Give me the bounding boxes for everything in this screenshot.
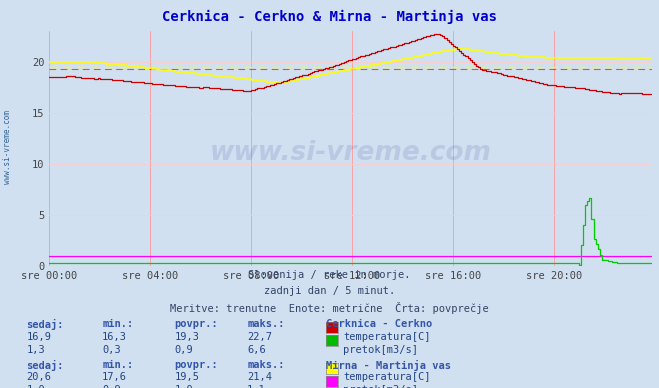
Text: min.:: min.:	[102, 319, 133, 329]
Text: 16,9: 16,9	[26, 332, 51, 342]
Text: 0,3: 0,3	[102, 345, 121, 355]
Text: Cerknica - Cerkno & Mirna - Martinja vas: Cerknica - Cerkno & Mirna - Martinja vas	[162, 10, 497, 24]
Text: pretok[m3/s]: pretok[m3/s]	[343, 385, 418, 388]
Text: maks.:: maks.:	[247, 319, 285, 329]
Text: zadnji dan / 5 minut.: zadnji dan / 5 minut.	[264, 286, 395, 296]
Text: 22,7: 22,7	[247, 332, 272, 342]
Text: maks.:: maks.:	[247, 360, 285, 370]
Text: 1,0: 1,0	[26, 385, 45, 388]
Text: 0,9: 0,9	[175, 345, 193, 355]
Text: 6,6: 6,6	[247, 345, 266, 355]
Text: pretok[m3/s]: pretok[m3/s]	[343, 345, 418, 355]
Text: 1,3: 1,3	[26, 345, 45, 355]
Text: 16,3: 16,3	[102, 332, 127, 342]
Text: min.:: min.:	[102, 360, 133, 370]
Text: sedaj:: sedaj:	[26, 360, 64, 371]
Text: Cerknica - Cerkno: Cerknica - Cerkno	[326, 319, 432, 329]
Text: www.si-vreme.com: www.si-vreme.com	[3, 111, 13, 184]
Text: 21,4: 21,4	[247, 372, 272, 383]
Text: 19,3: 19,3	[175, 332, 200, 342]
Text: 19,5: 19,5	[175, 372, 200, 383]
Text: 0,9: 0,9	[102, 385, 121, 388]
Text: temperatura[C]: temperatura[C]	[343, 372, 431, 383]
Text: Slovenija / reke in morje.: Slovenija / reke in morje.	[248, 270, 411, 280]
Text: Mirna - Martinja vas: Mirna - Martinja vas	[326, 360, 451, 371]
Text: www.si-vreme.com: www.si-vreme.com	[210, 140, 492, 166]
Text: sedaj:: sedaj:	[26, 319, 64, 330]
Text: 1,1: 1,1	[247, 385, 266, 388]
Text: 1,0: 1,0	[175, 385, 193, 388]
Text: 20,6: 20,6	[26, 372, 51, 383]
Text: temperatura[C]: temperatura[C]	[343, 332, 431, 342]
Text: povpr.:: povpr.:	[175, 360, 218, 370]
Text: povpr.:: povpr.:	[175, 319, 218, 329]
Text: Meritve: trenutne  Enote: metrične  Črta: povprečje: Meritve: trenutne Enote: metrične Črta: …	[170, 302, 489, 314]
Text: 17,6: 17,6	[102, 372, 127, 383]
